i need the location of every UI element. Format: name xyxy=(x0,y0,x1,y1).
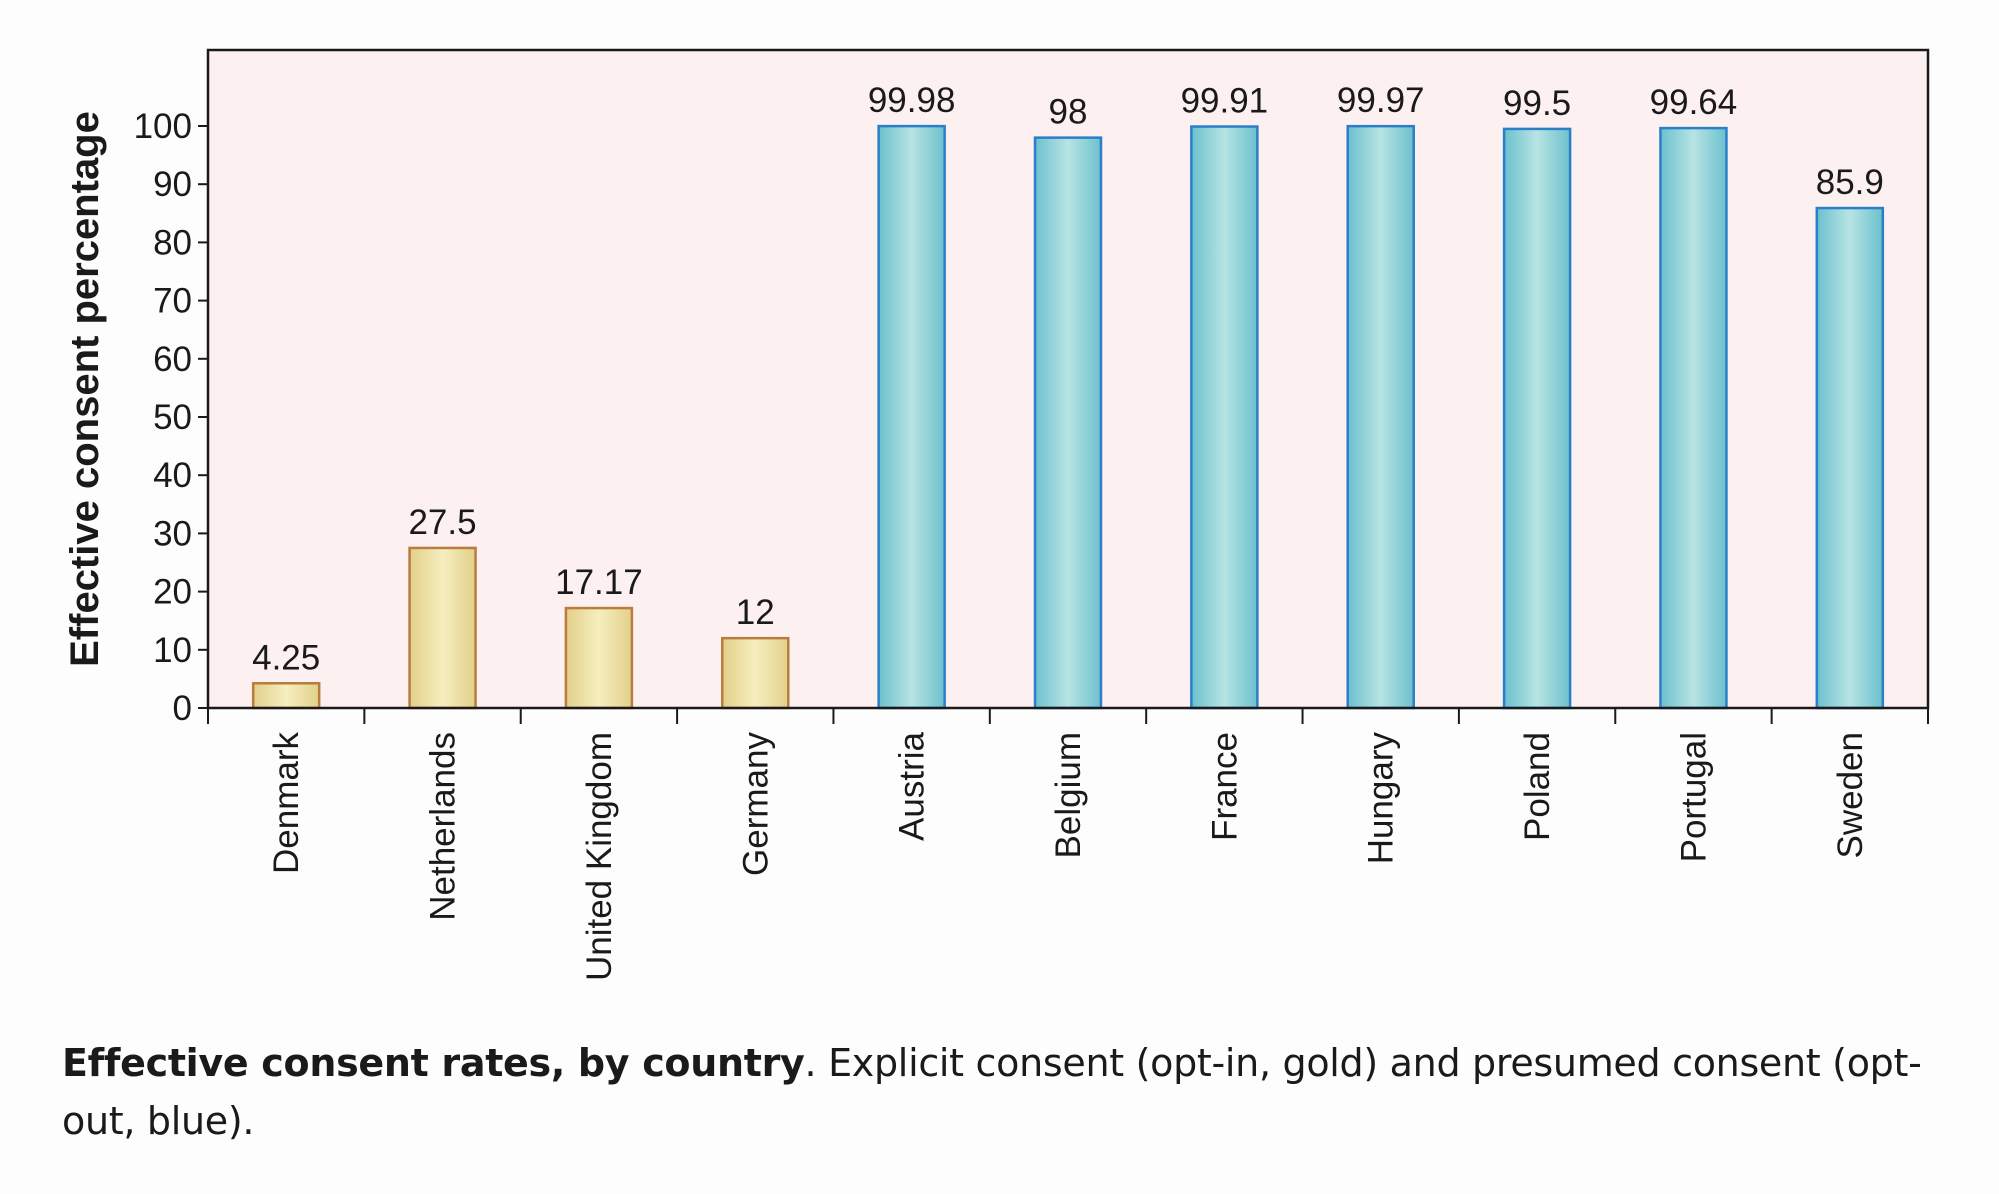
y-tick-label: 80 xyxy=(153,223,192,262)
bar-belgium xyxy=(1033,136,1103,710)
bar-chart: 4.25 27.5 17.17 12 99.98 98 99.91 99.97 99.5 99.6… xyxy=(63,48,1930,981)
y-tick-label: 60 xyxy=(153,340,192,379)
bars xyxy=(251,124,1885,710)
bar-france xyxy=(1190,125,1259,710)
y-tick-label: 70 xyxy=(153,282,192,321)
data-label: 99.5 xyxy=(1503,84,1571,123)
y-tick-label: 10 xyxy=(153,631,192,670)
x-tick-label: Austria xyxy=(893,731,932,840)
bar-portugal xyxy=(1659,126,1728,710)
data-label: 17.17 xyxy=(555,563,643,602)
x-tick-label: Germany xyxy=(736,732,775,876)
bar-austria xyxy=(877,124,946,710)
y-axis: 0 10 20 30 40 50 60 70 80 90 100 xyxy=(134,107,208,728)
data-label: 99.98 xyxy=(868,81,956,120)
caption-text: . Explicit consent (opt-in, gold) and pr… xyxy=(62,1041,1922,1143)
data-label: 99.91 xyxy=(1181,82,1269,121)
data-label: 99.97 xyxy=(1337,81,1425,120)
x-tick-label: United Kingdom xyxy=(580,732,619,981)
figure-caption: Effective consent rates, by country. Exp… xyxy=(62,1034,1942,1150)
plot-frame xyxy=(206,48,1930,710)
bar-netherlands xyxy=(408,546,477,710)
x-tick-label: Denmark xyxy=(267,732,306,874)
y-tick-label: 40 xyxy=(153,456,192,495)
data-label: 27.5 xyxy=(408,503,476,542)
data-label: 85.9 xyxy=(1816,163,1884,202)
data-label: 99.64 xyxy=(1650,83,1738,122)
data-labels: 4.25 27.5 17.17 12 99.98 98 99.91 99.97 99.5 99.6… xyxy=(252,81,1884,677)
bar-united-kingdom xyxy=(564,606,634,710)
data-label: 4.25 xyxy=(252,638,320,677)
x-tick-label: Portugal xyxy=(1674,732,1713,862)
data-label: 12 xyxy=(736,593,775,632)
data-label: 98 xyxy=(1049,93,1088,132)
x-tick-label: France xyxy=(1205,732,1244,841)
y-tick-label: 0 xyxy=(173,689,192,728)
y-tick-label: 30 xyxy=(153,514,192,553)
y-tick-label: 90 xyxy=(153,165,192,204)
x-tick-label: Sweden xyxy=(1831,732,1870,858)
bar-hungary xyxy=(1346,124,1415,710)
x-tick-label: Hungary xyxy=(1362,732,1401,865)
caption-title: Effective consent rates, by country xyxy=(62,1041,805,1085)
y-tick-label: 50 xyxy=(153,398,192,437)
bar-poland xyxy=(1502,127,1572,710)
bar-denmark xyxy=(251,682,321,710)
bar-germany xyxy=(721,636,790,710)
x-tick-label: Netherlands xyxy=(424,732,463,921)
x-tick-label: Poland xyxy=(1518,732,1557,841)
x-axis: Denmark Netherlands United Kingdom Germany A… xyxy=(207,708,1929,981)
y-axis-label: Effective consent percentage xyxy=(63,111,107,667)
y-tick-label: 20 xyxy=(153,573,192,612)
x-tick-label: Belgium xyxy=(1049,732,1088,858)
y-tick-label: 100 xyxy=(134,107,192,146)
bar-sweden xyxy=(1815,206,1885,710)
